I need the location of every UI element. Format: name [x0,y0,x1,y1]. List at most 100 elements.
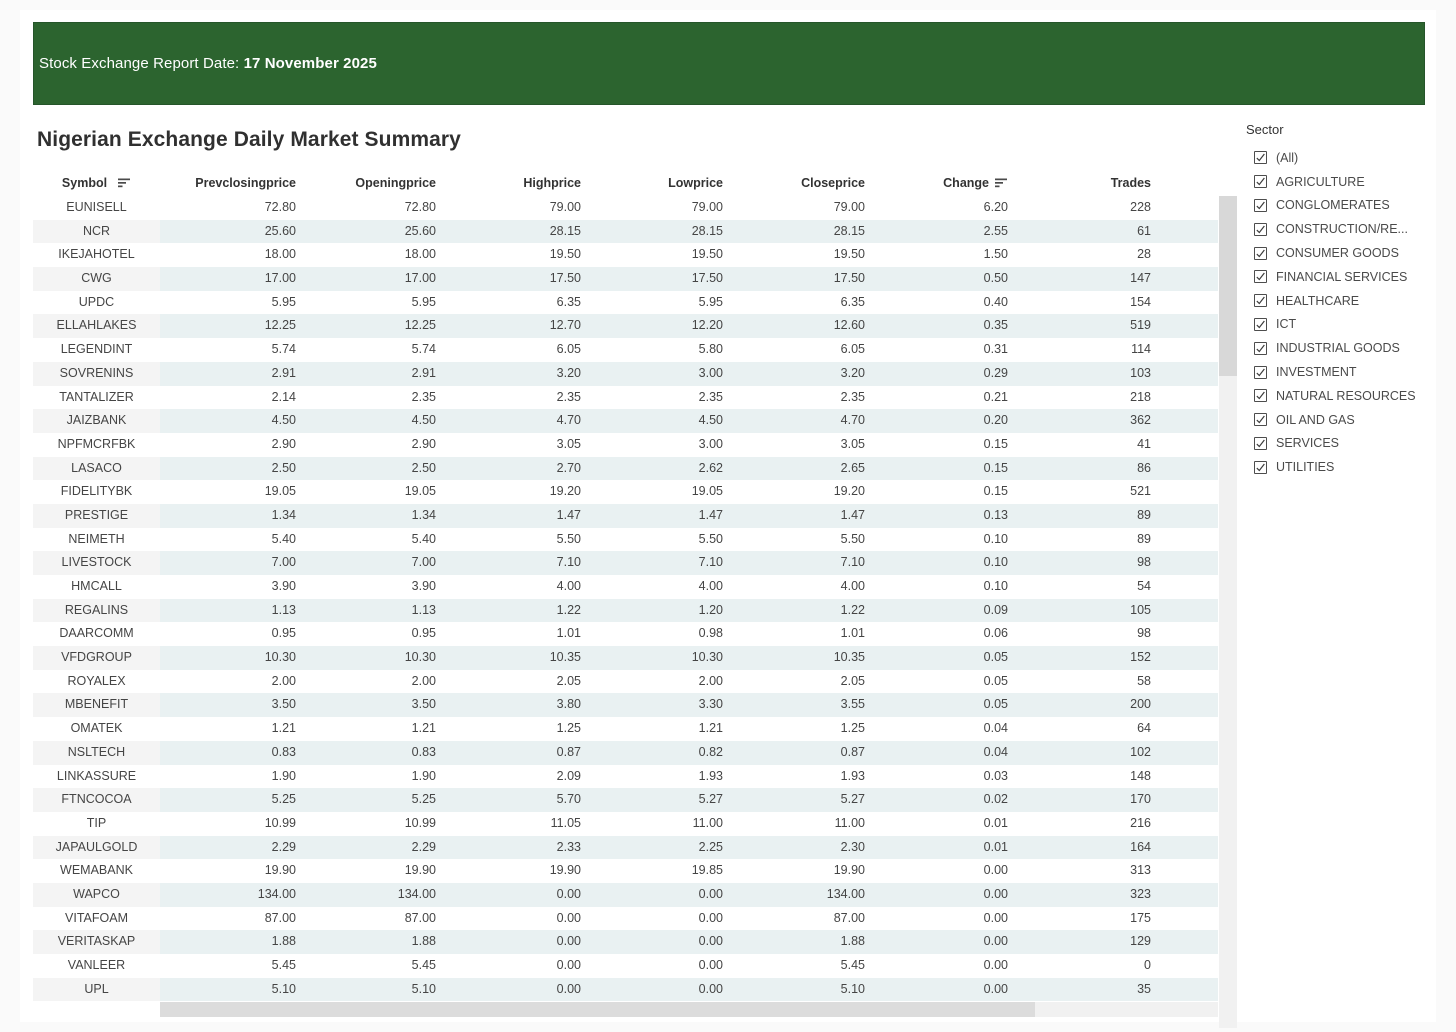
value-cell[interactable]: 2.05 [840,673,865,688]
value-cell[interactable]: 7.10 [440,551,585,575]
value-cell[interactable]: 0.10 [983,531,1008,546]
value-cell[interactable]: 12.60 [727,314,869,339]
value-cell[interactable]: 18.00 [404,247,436,262]
value-cell[interactable]: 12.25 [160,314,300,339]
value-cell[interactable]: 18.00 [264,247,296,262]
value-cell[interactable]: 4.00 [556,579,581,593]
sort-descending-icon[interactable] [995,178,1008,188]
value-cell[interactable]: 28.15 [727,219,869,244]
value-cell[interactable]: 2.65 [727,456,869,481]
value-cell[interactable]: 3.50 [300,693,440,718]
checkbox-checked-icon[interactable] [1254,413,1267,427]
symbol-cell[interactable]: REGALINS [33,598,160,623]
value-cell[interactable]: 6.05 [840,342,865,357]
value-cell[interactable]: 2.62 [585,456,727,481]
symbol-cell[interactable]: ROYALEX [67,673,126,688]
value-cell[interactable]: 0.95 [411,626,436,641]
value-cell[interactable]: 6.35 [840,294,865,309]
value-cell[interactable]: 2.90 [411,436,436,451]
sort-descending-icon[interactable] [118,178,131,188]
symbol-cell[interactable]: NSLTECH [33,740,160,765]
value-cell[interactable]: 2.05 [556,673,581,688]
value-cell[interactable]: 19.50 [549,247,581,262]
horizontal-scrollbar-thumb[interactable] [160,1002,1035,1017]
value-cell[interactable]: 4.70 [440,409,585,433]
value-cell[interactable]: 1.21 [411,721,436,736]
symbol-cell[interactable]: LIVESTOCK [33,551,160,575]
value-cell[interactable]: 5.40 [271,531,296,546]
value-cell[interactable]: 5.25 [300,788,440,812]
symbol-cell[interactable]: DAARCOMM [59,626,134,641]
column-header-openingprice[interactable]: Openingprice [300,170,440,196]
value-cell[interactable]: 0.15 [983,484,1008,499]
value-cell[interactable]: 1.88 [300,930,440,954]
value-cell[interactable]: 105 [1012,598,1155,623]
checkbox-checked-icon[interactable] [1254,365,1267,379]
value-cell[interactable]: 114 [1131,342,1151,357]
symbol-cell[interactable]: TIP [86,815,107,830]
value-cell[interactable]: 4.00 [698,579,723,593]
value-cell[interactable]: 0.10 [869,551,1012,575]
value-cell[interactable]: 200 [1012,693,1155,718]
checkbox-checked-icon[interactable] [1254,389,1267,403]
value-cell[interactable]: 1.47 [585,503,727,528]
value-cell[interactable]: 3.05 [840,436,865,451]
checkbox-checked-icon[interactable] [1254,317,1267,331]
value-cell[interactable]: 0.04 [983,721,1008,736]
value-cell[interactable]: 2.91 [160,361,300,386]
value-cell[interactable]: 2.00 [271,673,296,688]
value-cell[interactable]: 0.83 [300,740,440,765]
value-cell[interactable]: 2.90 [271,436,296,451]
value-cell[interactable]: 7.10 [727,551,869,575]
value-cell[interactable]: 28.15 [440,219,585,244]
value-cell[interactable]: 5.10 [727,977,869,1002]
value-cell[interactable]: 129 [1012,930,1155,954]
value-cell[interactable]: 0.03 [983,768,1008,783]
value-cell[interactable]: 218 [1130,389,1151,404]
value-cell[interactable]: 25.60 [160,219,300,244]
value-cell[interactable]: 10.30 [585,646,727,670]
sector-option[interactable]: ICT [1246,313,1456,337]
value-cell[interactable]: 19.90 [404,863,436,878]
value-cell[interactable]: 3.00 [698,436,723,451]
value-cell[interactable]: 5.50 [698,531,723,546]
sector-option[interactable]: CONSTRUCTION/RE... [1246,217,1456,241]
value-cell[interactable]: 3.05 [556,436,581,451]
column-header-prevclosingprice[interactable]: Prevclosingprice [160,170,300,196]
symbol-cell[interactable]: NPFMCRFBK [57,436,136,451]
value-cell[interactable]: 3.20 [440,361,585,386]
checkbox-checked-icon[interactable] [1254,294,1267,308]
value-cell[interactable]: 134.00 [160,882,300,907]
value-cell[interactable]: 5.70 [440,788,585,812]
value-cell[interactable]: 0.00 [869,977,1012,1002]
value-cell[interactable]: 1.34 [300,503,440,528]
symbol-cell[interactable]: UPDC [78,294,115,309]
checkbox-checked-icon[interactable] [1254,246,1267,260]
value-cell[interactable]: 2.00 [698,673,723,688]
value-cell[interactable]: 3.50 [160,693,300,718]
value-cell[interactable]: 54 [1137,579,1151,593]
symbol-cell[interactable]: WAPCO [33,882,160,907]
value-cell[interactable]: 12.25 [300,314,440,339]
value-cell[interactable]: 228 [1130,200,1151,214]
sector-option[interactable]: CONGLOMERATES [1246,194,1456,218]
value-cell[interactable]: 89 [1137,531,1151,546]
value-cell[interactable]: 5.45 [271,958,296,972]
value-cell[interactable]: 2.55 [869,219,1012,244]
value-cell[interactable]: 0.13 [869,503,1012,528]
value-cell[interactable]: 5.95 [271,294,296,309]
value-cell[interactable]: 102 [1012,740,1155,765]
value-cell[interactable]: 1.47 [440,503,585,528]
value-cell[interactable]: 4.70 [727,409,869,433]
sector-option[interactable]: FINANCIAL SERVICES [1246,265,1456,289]
value-cell[interactable]: 86 [1012,456,1155,481]
value-cell[interactable]: 17.50 [440,267,585,291]
value-cell[interactable]: 19.90 [549,863,581,878]
symbol-cell[interactable]: ELLAHLAKES [33,314,160,339]
value-cell[interactable]: 2.50 [160,456,300,481]
value-cell[interactable]: 5.50 [840,531,865,546]
value-cell[interactable]: 147 [1012,267,1155,291]
value-cell[interactable]: 0.50 [869,267,1012,291]
value-cell[interactable]: 5.27 [727,788,869,812]
value-cell[interactable]: 5.80 [698,342,723,357]
